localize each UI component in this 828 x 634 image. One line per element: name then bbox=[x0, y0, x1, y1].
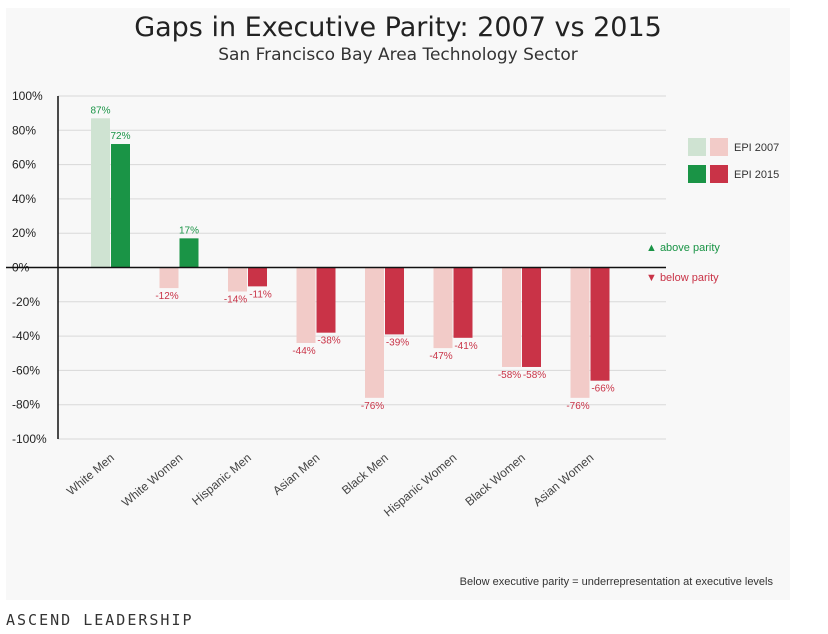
y-tick-label: -80% bbox=[12, 398, 40, 412]
bar-2007 bbox=[570, 267, 590, 398]
bar-2015 bbox=[522, 267, 541, 367]
data-label: -38% bbox=[317, 336, 340, 347]
y-tick-label: -20% bbox=[12, 295, 40, 309]
y-tick-label: 20% bbox=[12, 226, 36, 240]
x-tick-label: Asian Men bbox=[270, 451, 322, 498]
legend-swatch-2007-negative bbox=[710, 138, 728, 156]
data-label: 87% bbox=[90, 105, 110, 116]
data-label: -11% bbox=[249, 289, 272, 300]
data-label: -58% bbox=[498, 370, 521, 381]
bar-2007 bbox=[91, 118, 110, 268]
data-label: -66% bbox=[591, 384, 614, 395]
below-parity-annotation: ▼ below parity bbox=[646, 272, 719, 284]
legend-swatch-2007-positive bbox=[688, 138, 706, 156]
x-tick-label: Black Men bbox=[339, 451, 391, 498]
data-label: -39% bbox=[386, 337, 409, 348]
y-axis-ticks: 100%80%60%40%20%0%-20%-40%-60%-80%-100% bbox=[12, 89, 47, 446]
x-tick-label: White Women bbox=[119, 451, 186, 510]
data-labels: 87% 72% -12% 17% -14% -11% -44%-38% -76% -39% -47… bbox=[90, 105, 614, 412]
brand-wordmark: ASCEND LEADERSHIP bbox=[6, 611, 194, 629]
bar-2015 bbox=[111, 144, 130, 268]
chart-subtitle: San Francisco Bay Area Technology Sector bbox=[218, 45, 578, 65]
x-tick-label: Asian Women bbox=[530, 451, 596, 510]
x-tick-label: White Men bbox=[64, 451, 117, 499]
grid-lines bbox=[58, 95, 666, 440]
data-label: -44% bbox=[292, 346, 315, 357]
bar-2007 bbox=[365, 267, 384, 398]
y-tick-label: -60% bbox=[12, 363, 40, 377]
above-parity-annotation: ▲ above parity bbox=[646, 242, 720, 254]
y-tick-label: -40% bbox=[12, 329, 40, 343]
y-tick-label: -100% bbox=[12, 432, 47, 446]
x-axis-ticks: White Men White Women Hispanic Men Asian Me… bbox=[64, 451, 596, 520]
data-label: -76% bbox=[361, 401, 384, 412]
legend: EPI 2007 EPI 2015 bbox=[688, 138, 779, 183]
chart-title: Gaps in Executive Parity: 2007 vs 2015 bbox=[134, 12, 662, 43]
legend-label-2007: EPI 2007 bbox=[734, 142, 779, 154]
bar-2015 bbox=[453, 267, 473, 338]
bar-2007 bbox=[159, 267, 179, 289]
data-label: -47% bbox=[429, 351, 452, 362]
bar-2007 bbox=[433, 267, 453, 349]
legend-swatch-2015-positive bbox=[688, 165, 706, 183]
bar-2015 bbox=[316, 267, 336, 333]
x-tick-label: Hispanic Women bbox=[381, 451, 459, 520]
chart-panel: Gaps in Executive Parity: 2007 vs 2015 S… bbox=[6, 8, 790, 600]
bar-2007 bbox=[502, 267, 521, 367]
bar-2007 bbox=[228, 267, 247, 292]
chart-svg: Gaps in Executive Parity: 2007 vs 2015 S… bbox=[6, 12, 779, 588]
x-tick-label: Hispanic Men bbox=[189, 451, 254, 508]
bar-2015 bbox=[179, 238, 199, 268]
bar-2015 bbox=[248, 267, 267, 287]
chart-footnote: Below executive parity = underrepresenta… bbox=[460, 576, 774, 588]
y-tick-label: 40% bbox=[12, 192, 36, 206]
data-label: -12% bbox=[155, 291, 178, 302]
bar-2015 bbox=[590, 267, 610, 381]
data-label: -14% bbox=[224, 295, 247, 306]
data-label: 17% bbox=[179, 225, 199, 236]
y-tick-label: 60% bbox=[12, 158, 36, 172]
legend-swatch-2015-negative bbox=[710, 165, 728, 183]
bars bbox=[91, 118, 610, 398]
y-tick-label: 80% bbox=[12, 123, 36, 137]
x-tick-label: Black Women bbox=[462, 451, 528, 509]
data-label: 72% bbox=[110, 131, 130, 142]
data-label: -41% bbox=[454, 341, 477, 352]
data-label: -76% bbox=[566, 401, 589, 412]
data-label: -58% bbox=[523, 370, 546, 381]
legend-label-2015: EPI 2015 bbox=[734, 169, 779, 181]
y-tick-label: 100% bbox=[12, 89, 43, 103]
bar-2007 bbox=[296, 267, 316, 343]
bar-2015 bbox=[385, 267, 404, 335]
